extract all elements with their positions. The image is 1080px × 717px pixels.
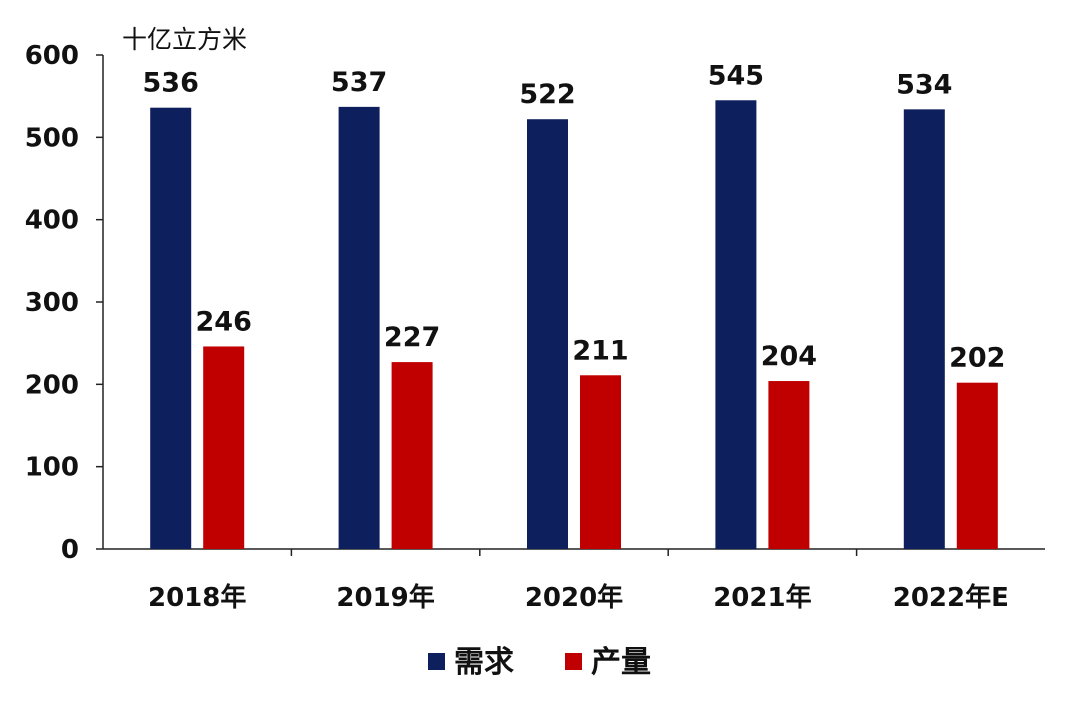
data-label: 534 <box>896 69 952 100</box>
bar-demand <box>527 119 568 549</box>
x-category-label: 2021年 <box>713 582 811 613</box>
legend-swatch <box>565 653 582 670</box>
y-tick-label: 600 <box>25 41 79 71</box>
legend-label: 需求 <box>454 645 514 680</box>
x-category-label: 2020年 <box>525 582 623 613</box>
legend-swatch <box>428 653 445 670</box>
y-tick-label: 0 <box>61 535 79 565</box>
labels: 536 246 537 227 522 211 545 204 534 202 <box>143 60 1006 373</box>
legend: 需求 产量 <box>428 645 651 680</box>
bar-production <box>203 346 245 549</box>
data-label: 202 <box>949 343 1005 374</box>
bar-demand <box>903 109 945 549</box>
bars <box>150 100 998 550</box>
axes: 0 100 200 300 400 500 600 2018年 2019年 2020年 2021年 2… <box>25 41 1045 613</box>
data-label: 545 <box>708 60 764 91</box>
data-label: 246 <box>196 306 252 337</box>
x-category-label: 2018年 <box>148 582 246 613</box>
bar-production <box>956 382 998 549</box>
y-tick-label: 100 <box>25 453 79 483</box>
data-label: 537 <box>331 67 387 98</box>
data-label: 211 <box>572 335 628 366</box>
y-tick-label: 300 <box>25 288 79 318</box>
bar-demand <box>150 107 192 550</box>
data-label: 522 <box>519 79 575 110</box>
legend-label: 产量 <box>591 645 651 680</box>
x-category-label: 2019年 <box>336 582 434 613</box>
x-category-label: 2022年E <box>893 582 1009 613</box>
data-label: 204 <box>761 341 817 372</box>
y-tick-label: 400 <box>25 206 79 236</box>
y-tick-label: 200 <box>25 370 79 400</box>
bar-production <box>768 381 810 549</box>
bar-demand <box>338 106 380 550</box>
y-tick-label: 500 <box>25 123 79 153</box>
data-label: 227 <box>384 322 440 353</box>
y-axis-unit-label: 十亿立方米 <box>122 25 247 54</box>
bar-production <box>580 375 621 549</box>
bar-demand <box>715 100 757 550</box>
data-label: 536 <box>143 68 199 99</box>
bar-production <box>391 362 433 549</box>
